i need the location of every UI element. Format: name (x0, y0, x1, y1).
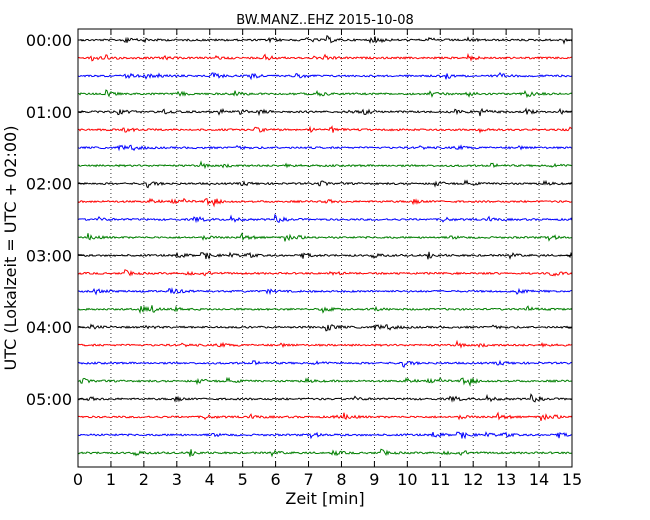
seismic-traces (77, 35, 573, 458)
seismic-trace (77, 197, 573, 208)
y-tick-label: 05:00 (26, 390, 72, 409)
y-tick-label: 04:00 (26, 318, 72, 337)
seismic-trace (77, 376, 573, 388)
seismic-trace (77, 411, 573, 422)
seismic-trace (79, 35, 573, 45)
y-tick-label: 01:00 (26, 103, 72, 122)
seismic-trace (77, 107, 573, 117)
seismic-trace (77, 431, 573, 440)
seismic-trace (77, 144, 573, 152)
x-tick-label: 13 (496, 470, 516, 489)
plot-frame (77, 28, 573, 468)
y-tick-label: 00:00 (26, 31, 72, 50)
x-tick-label: 8 (336, 470, 346, 489)
seismic-trace (77, 179, 573, 189)
x-tick-label: 9 (369, 470, 379, 489)
x-tick-label: 15 (562, 470, 582, 489)
x-tick-label: 14 (529, 470, 549, 489)
x-tick-label: 6 (271, 470, 281, 489)
seismic-trace (77, 359, 573, 368)
x-tick-label: 4 (205, 470, 215, 489)
x-tick-label: 5 (238, 470, 248, 489)
x-axis-ticks: 0 1 2 3 4 5 6 7 8 9 10 11 12 13 14 15 (73, 29, 582, 489)
seismic-trace (77, 323, 573, 332)
seismic-trace (77, 125, 573, 134)
seismic-trace (77, 52, 573, 62)
x-axis-label: Zeit [min] (285, 489, 364, 508)
y-axis-ticks: 00:00 01:00 02:00 03:00 04:00 05:00 (26, 31, 572, 409)
seismic-trace (77, 71, 573, 81)
x-tick-label: 3 (172, 470, 182, 489)
seismic-trace (77, 287, 573, 296)
seismic-trace (77, 304, 573, 315)
x-tick-label: 1 (106, 470, 116, 489)
seismic-trace (77, 251, 573, 260)
y-tick-label: 02:00 (26, 175, 72, 194)
seismic-trace (77, 160, 573, 170)
y-axis-label: UTC (Lokalzeit = UTC + 02:00) (1, 126, 20, 371)
y-tick-label: 03:00 (26, 246, 72, 265)
seismic-trace (77, 213, 573, 224)
x-tick-label: 7 (303, 470, 313, 489)
seismic-trace (77, 231, 573, 242)
seismic-trace (77, 269, 573, 277)
x-tick-label: 11 (430, 470, 450, 489)
chart-title: BW.MANZ..EHZ 2015-10-08 (236, 13, 414, 28)
seismic-trace (77, 393, 573, 403)
x-tick-label: 10 (397, 470, 417, 489)
x-tick-label: 12 (463, 470, 483, 489)
x-tick-label: 0 (73, 470, 83, 489)
seismic-trace (77, 339, 573, 349)
seismic-trace (77, 448, 573, 458)
seismic-trace (77, 89, 573, 99)
x-tick-label: 2 (139, 470, 149, 489)
